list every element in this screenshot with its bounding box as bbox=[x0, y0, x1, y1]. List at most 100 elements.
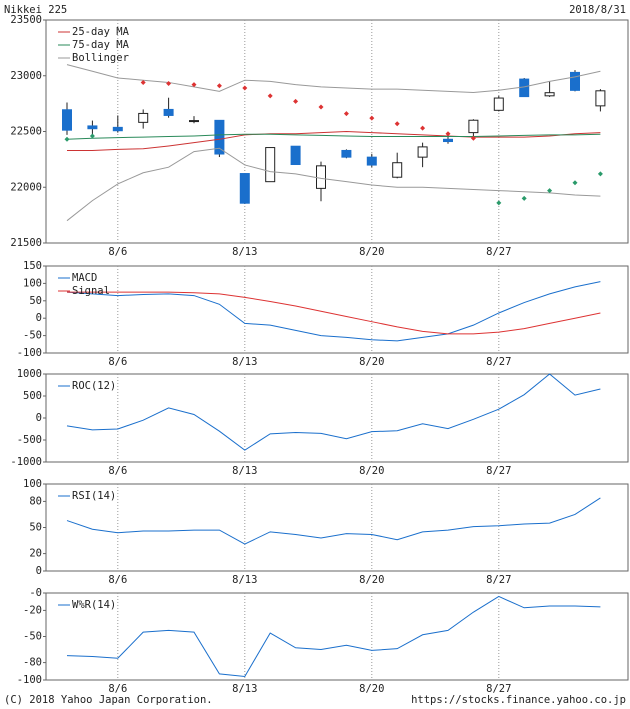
y-tick-label: -20 bbox=[23, 604, 42, 616]
legend-label: 25-day MA bbox=[72, 26, 130, 38]
sar-marker bbox=[267, 93, 273, 99]
sar-marker bbox=[64, 136, 70, 142]
candle-body bbox=[316, 165, 326, 189]
candle-body bbox=[544, 92, 555, 97]
x-tick-label: 8/20 bbox=[359, 246, 384, 258]
y-tick-label: 22500 bbox=[10, 126, 42, 138]
series-line bbox=[66, 497, 601, 545]
x-tick-label: 8/6 bbox=[108, 683, 127, 695]
y-tick-label: 23000 bbox=[10, 70, 42, 82]
sar-marker bbox=[470, 135, 476, 141]
y-tick-label: 100 bbox=[23, 277, 42, 289]
legend-label: Bollinger bbox=[72, 52, 129, 64]
sar-marker bbox=[343, 111, 349, 117]
sar-marker bbox=[420, 125, 426, 131]
series-line-lower bbox=[66, 147, 601, 222]
sar-marker bbox=[597, 171, 603, 177]
series-line bbox=[66, 64, 601, 93]
series-line bbox=[66, 281, 601, 342]
y-tick-label: 50 bbox=[29, 522, 42, 534]
y-tick-label: 22000 bbox=[10, 181, 42, 193]
candle-body bbox=[239, 173, 250, 204]
sar-marker bbox=[394, 121, 400, 127]
plot-frame bbox=[45, 373, 629, 463]
candle-body bbox=[493, 97, 504, 111]
legend-label: Signal bbox=[72, 285, 110, 297]
y-tick-label: 150 bbox=[23, 260, 42, 272]
x-tick-label: 8/27 bbox=[486, 465, 511, 477]
plot-frame bbox=[45, 483, 629, 572]
candle-body bbox=[163, 108, 174, 116]
series-line bbox=[67, 291, 601, 335]
x-tick-label: 8/27 bbox=[486, 246, 511, 258]
candle-body bbox=[214, 119, 225, 155]
x-tick-label: 8/20 bbox=[359, 683, 384, 695]
x-tick-label: 8/6 bbox=[108, 574, 127, 586]
plot-frame bbox=[45, 265, 629, 354]
chart-date: 2018/8/31 bbox=[569, 4, 626, 16]
sar-marker bbox=[242, 85, 248, 91]
x-tick-label: 8/13 bbox=[232, 246, 257, 258]
sar-marker bbox=[521, 195, 527, 201]
y-tick-label: 80 bbox=[29, 495, 42, 507]
y-tick-label: -0 bbox=[29, 587, 42, 599]
legend-label: RSI(14) bbox=[72, 490, 116, 502]
sar-marker bbox=[166, 81, 172, 87]
y-tick-label: 1000 bbox=[17, 368, 42, 380]
candle-body bbox=[138, 112, 149, 123]
series-line bbox=[66, 595, 601, 678]
sar-marker bbox=[496, 200, 502, 206]
y-tick-label: 23500 bbox=[10, 14, 42, 26]
series-line bbox=[67, 130, 601, 151]
legend-label: 75-day MA bbox=[72, 39, 130, 51]
series-line bbox=[66, 373, 601, 451]
sar-marker bbox=[547, 188, 553, 194]
x-tick-label: 8/13 bbox=[232, 683, 257, 695]
sar-marker bbox=[216, 83, 222, 89]
y-tick-label: -100 bbox=[17, 347, 42, 359]
sar-marker bbox=[89, 133, 95, 139]
x-tick-label: 8/27 bbox=[486, 574, 511, 586]
x-tick-label: 8/6 bbox=[108, 246, 127, 258]
candle-body bbox=[87, 125, 98, 130]
candle-body bbox=[189, 120, 199, 123]
y-tick-label: 20 bbox=[29, 548, 42, 560]
sar-marker bbox=[191, 82, 197, 88]
candle-body bbox=[417, 146, 428, 158]
x-tick-label: 8/27 bbox=[486, 683, 511, 695]
y-tick-label: 21500 bbox=[10, 237, 42, 249]
candle-body bbox=[392, 162, 403, 178]
y-tick-label: 0 bbox=[36, 412, 42, 424]
candle-body bbox=[595, 90, 606, 107]
y-tick-label: -500 bbox=[17, 434, 42, 446]
y-tick-label: -50 bbox=[23, 631, 42, 643]
candle-body bbox=[443, 138, 453, 143]
candle-body bbox=[62, 109, 72, 131]
y-tick-label: 0 bbox=[36, 312, 42, 324]
chart-title: Nikkei 225 bbox=[4, 4, 67, 16]
candle-body bbox=[112, 126, 123, 132]
y-tick-label: -1000 bbox=[10, 456, 42, 468]
x-tick-label: 8/13 bbox=[232, 465, 257, 477]
series-line bbox=[66, 133, 601, 140]
x-tick-label: 8/6 bbox=[108, 356, 127, 368]
x-tick-label: 8/20 bbox=[359, 574, 384, 586]
legend-label: ROC(12) bbox=[72, 380, 116, 392]
candle-body bbox=[341, 149, 352, 158]
x-tick-label: 8/13 bbox=[232, 574, 257, 586]
sar-marker bbox=[445, 131, 451, 137]
copyright: (C) 2018 Yahoo Japan Corporation. bbox=[4, 694, 213, 706]
y-tick-label: -100 bbox=[17, 674, 42, 686]
x-tick-label: 8/6 bbox=[108, 465, 127, 477]
candle-body bbox=[468, 119, 479, 134]
legend-label: MACD bbox=[72, 272, 97, 284]
candle-body bbox=[570, 71, 580, 91]
sar-marker bbox=[572, 180, 578, 186]
legend-label: W%R(14) bbox=[72, 599, 116, 611]
y-tick-label: 500 bbox=[23, 390, 42, 402]
sar-marker bbox=[318, 104, 324, 110]
y-tick-label: 50 bbox=[29, 295, 42, 307]
x-tick-label: 8/20 bbox=[359, 356, 384, 368]
source-url: https://stocks.finance.yahoo.co.jp bbox=[411, 694, 626, 706]
